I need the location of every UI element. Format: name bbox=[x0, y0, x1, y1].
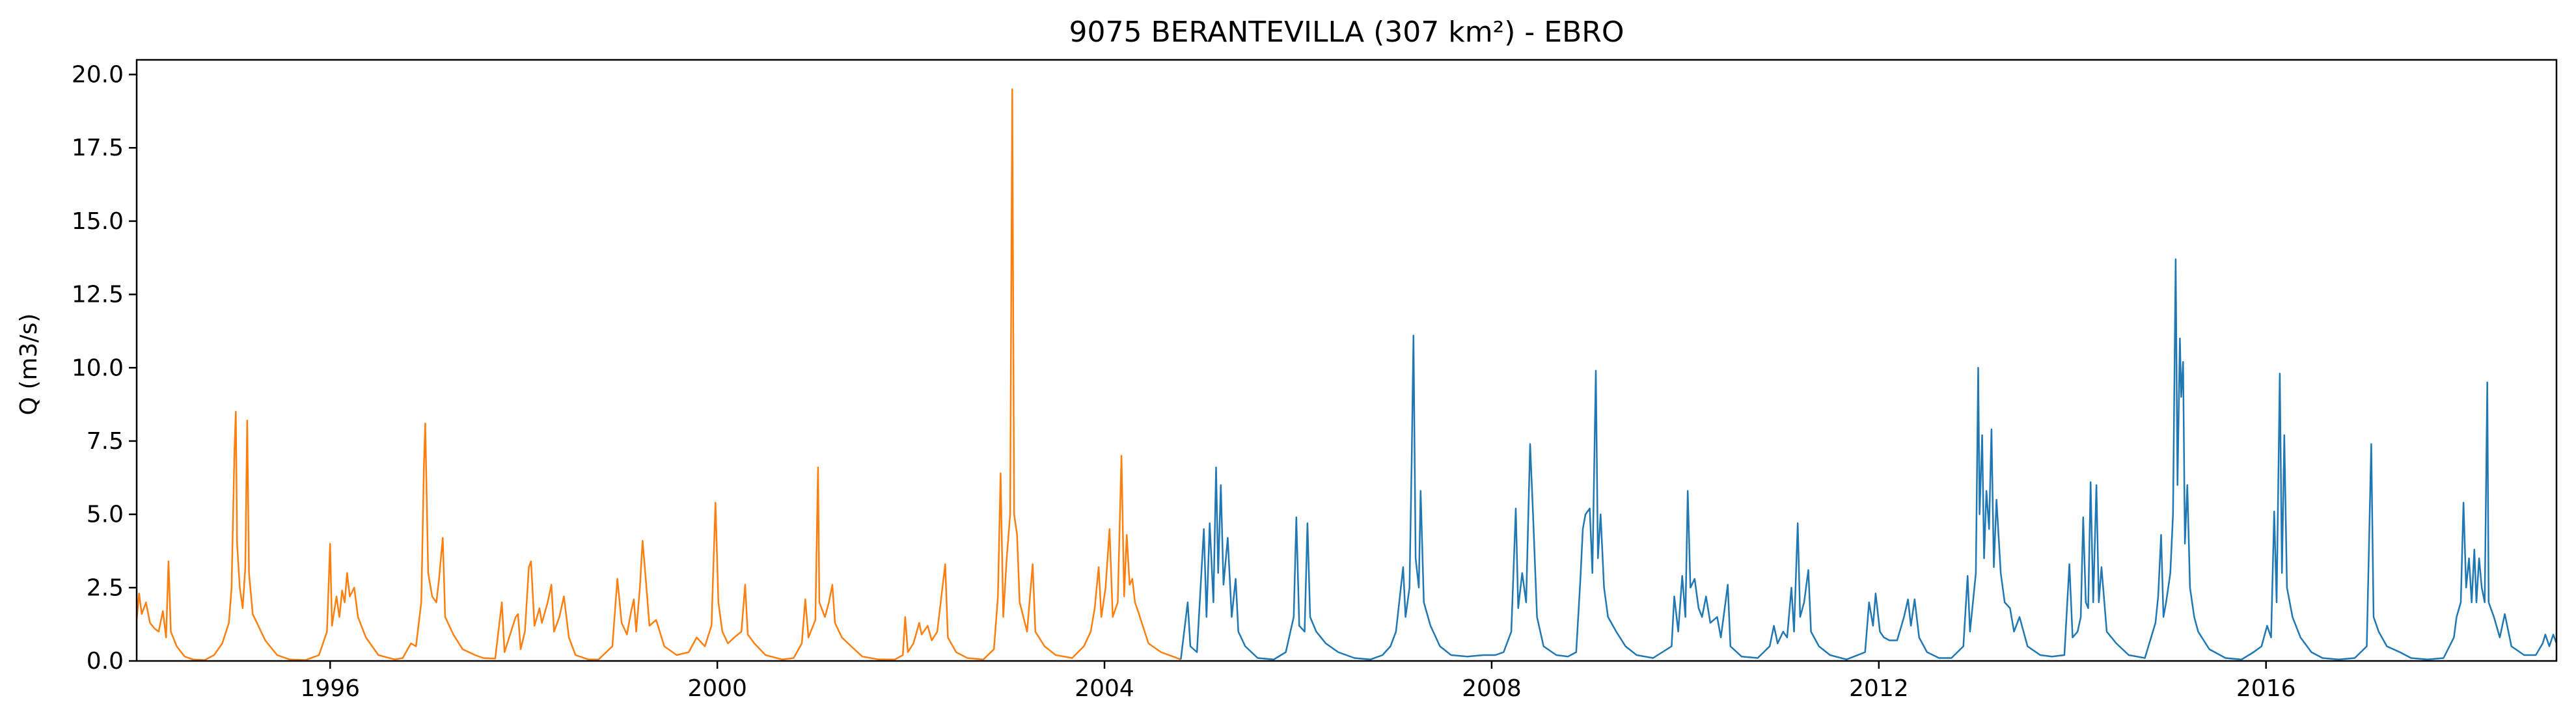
x-tick-label: 2004 bbox=[1075, 675, 1134, 702]
y-tick-label: 2.5 bbox=[87, 574, 124, 601]
chart-title: 9075 BERANTEVILLA (307 km²) - EBRO bbox=[1069, 16, 1624, 49]
x-tick-label: 2016 bbox=[2236, 675, 2296, 702]
y-tick-label: 0.0 bbox=[87, 648, 124, 675]
x-tick-label: 1996 bbox=[300, 675, 360, 702]
x-tick-label: 2012 bbox=[1849, 675, 1909, 702]
y-tick-label: 5.0 bbox=[87, 502, 124, 528]
y-tick-label: 12.5 bbox=[72, 282, 124, 308]
y-axis-ticks: 0.0 2.5 5.0 7.5 10.0 12.5 15.0 17.5 20.0 bbox=[72, 62, 137, 675]
plot-frame bbox=[135, 59, 2558, 662]
y-tick-label: 17.5 bbox=[72, 135, 124, 161]
y-tick-label: 20.0 bbox=[72, 62, 124, 88]
series-line-2 bbox=[1180, 258, 2558, 660]
series-line-1 bbox=[135, 88, 1181, 661]
plot-lines bbox=[135, 88, 2558, 661]
x-tick-label: 2008 bbox=[1462, 675, 1522, 702]
y-tick-label: 10.0 bbox=[72, 355, 124, 381]
x-axis-ticks: 1996 2000 2004 2008 2012 2016 bbox=[300, 661, 2296, 702]
y-tick-label: 15.0 bbox=[72, 208, 124, 235]
x-tick-label: 2000 bbox=[687, 675, 747, 702]
y-axis-label: Q (m3/s) bbox=[16, 314, 42, 416]
y-tick-label: 7.5 bbox=[87, 428, 124, 455]
